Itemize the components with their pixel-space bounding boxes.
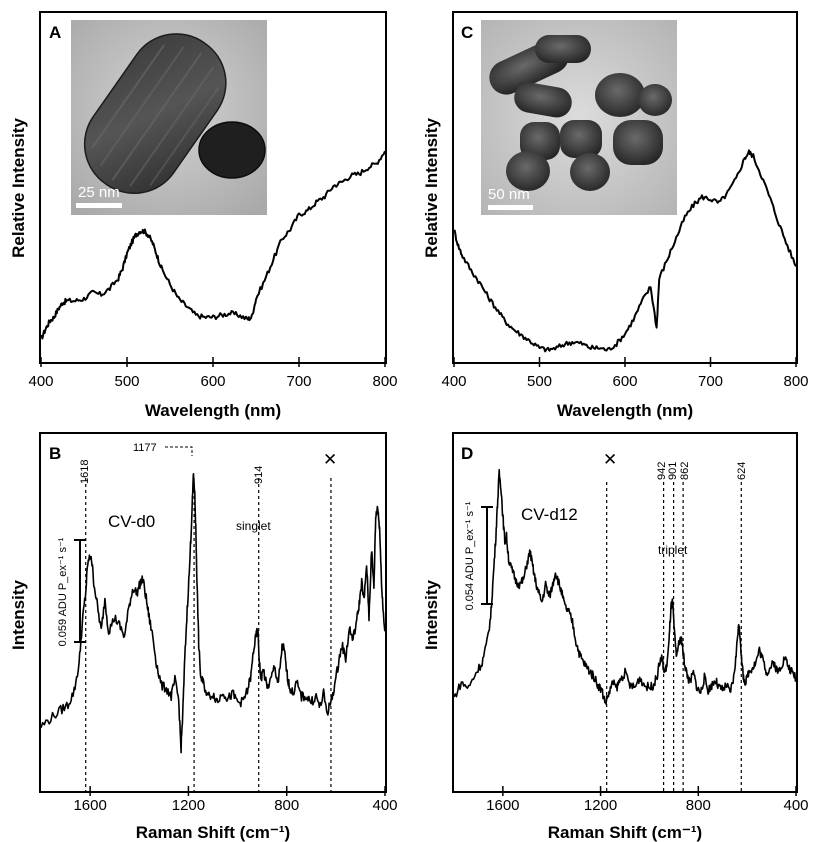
- x-tick-label-400: 400: [441, 373, 466, 390]
- intensity-scale-bar-b: [74, 539, 86, 643]
- raman-spectrum-line-b: [40, 473, 386, 754]
- peak-label-942: 942: [656, 462, 668, 480]
- nanoparticle-cluster: [489, 35, 672, 191]
- x-tick-label-1600: 1600: [73, 797, 106, 814]
- panel-letter-a: A: [49, 23, 61, 42]
- x-tick-label-400: 400: [783, 797, 808, 814]
- panel-c: C 50 nm 400 500 600 700 800 Relative Intensi…: [422, 11, 809, 420]
- plot-frame-d: [452, 432, 798, 793]
- y-axis-title-a: Relative Intensity: [9, 118, 28, 258]
- species-label-d: CV-d12: [521, 505, 578, 524]
- tem-inset-a: 25 nm: [71, 20, 267, 215]
- tem-scale-bar-a: [76, 203, 122, 208]
- panel-a: A 25 nm 400 500 600 700 800 Relative Intensi…: [9, 11, 398, 420]
- y-axis-title-c: Relative Intensity: [422, 118, 441, 258]
- peak-label-914: 914: [253, 466, 265, 484]
- tem-scale-label-a: 25 nm: [78, 184, 120, 201]
- y-axis-title-b: Intensity: [9, 580, 28, 650]
- panel-letter-d: D: [461, 444, 473, 463]
- x-ticks-c: 400 500 600 700 800: [441, 357, 809, 390]
- annotation-singlet: singlet: [236, 519, 271, 533]
- sphere-particle: [198, 121, 266, 179]
- raman-spectrum-line-d: [453, 468, 797, 705]
- cross-mark-b: ✕: [323, 450, 337, 469]
- panel-d: D ✕ 942 901 862 624 0.054 ADU P_ex⁻¹ s⁻¹…: [422, 432, 809, 842]
- plot-frame-b: [39, 432, 387, 793]
- tem-scale-label-c: 50 nm: [488, 186, 530, 203]
- tem-scale-bar-c: [488, 205, 533, 210]
- species-label-b: CV-d0: [108, 512, 155, 531]
- x-tick-label-400: 400: [28, 373, 53, 390]
- peak-label-862: 862: [679, 462, 691, 480]
- x-ticks-a: 400 500 600 700 800: [28, 357, 398, 390]
- y-axis-title-d: Intensity: [422, 580, 441, 650]
- tem-inset-c: 50 nm: [481, 20, 677, 215]
- panel-letter-b: B: [49, 444, 61, 463]
- x-ticks-b: 1600 1200 800 400: [73, 786, 398, 814]
- x-tick-label-800: 800: [686, 797, 711, 814]
- x-tick-label-700: 700: [286, 373, 311, 390]
- peak-label-1618: 1618: [79, 460, 91, 484]
- x-tick-label-1600: 1600: [486, 797, 519, 814]
- extinction-spectrum-line-a: [40, 150, 386, 340]
- cross-mark-d: ✕: [603, 450, 617, 469]
- x-ticks-d: 1600 1200 800 400: [486, 786, 809, 814]
- x-tick-label-500: 500: [527, 373, 552, 390]
- x-axis-title-c: Wavelength (nm): [557, 401, 693, 420]
- x-tick-label-800: 800: [783, 373, 808, 390]
- x-tick-label-600: 600: [200, 373, 225, 390]
- x-axis-title-a: Wavelength (nm): [145, 401, 281, 420]
- peak-markers-d: [606, 482, 742, 791]
- panel-letter-c: C: [461, 23, 473, 42]
- intensity-scale-label-d: 0.054 ADU P_ex⁻¹ s⁻¹: [464, 501, 476, 610]
- x-tick-label-1200: 1200: [584, 797, 617, 814]
- x-tick-label-400: 400: [372, 797, 397, 814]
- x-tick-label-800: 800: [274, 797, 299, 814]
- x-axis-title-b: Raman Shift (cm⁻¹): [136, 823, 290, 842]
- x-axis-title-d: Raman Shift (cm⁻¹): [548, 823, 702, 842]
- peak-label-901: 901: [667, 462, 679, 480]
- x-tick-label-1200: 1200: [172, 797, 205, 814]
- extinction-spectrum-line-c: [453, 149, 797, 353]
- peak-label-1177: 1177: [133, 442, 157, 454]
- peak-label-624: 624: [736, 462, 748, 480]
- intensity-scale-bar-d: [481, 506, 493, 605]
- x-tick-label-800: 800: [372, 373, 397, 390]
- nanorod-particle: [83, 33, 227, 195]
- peak-leader-1177: [165, 446, 193, 456]
- annotation-triplet: triplet: [658, 543, 688, 557]
- intensity-scale-label-b: 0.059 ADU P_ex⁻¹ s⁻¹: [57, 537, 69, 646]
- panel-b: B 1618 1177 914 ✕ 0.059 ADU P_ex⁻¹ s⁻¹ C…: [9, 432, 398, 842]
- x-tick-label-700: 700: [698, 373, 723, 390]
- x-tick-label-500: 500: [114, 373, 139, 390]
- x-tick-label-600: 600: [612, 373, 637, 390]
